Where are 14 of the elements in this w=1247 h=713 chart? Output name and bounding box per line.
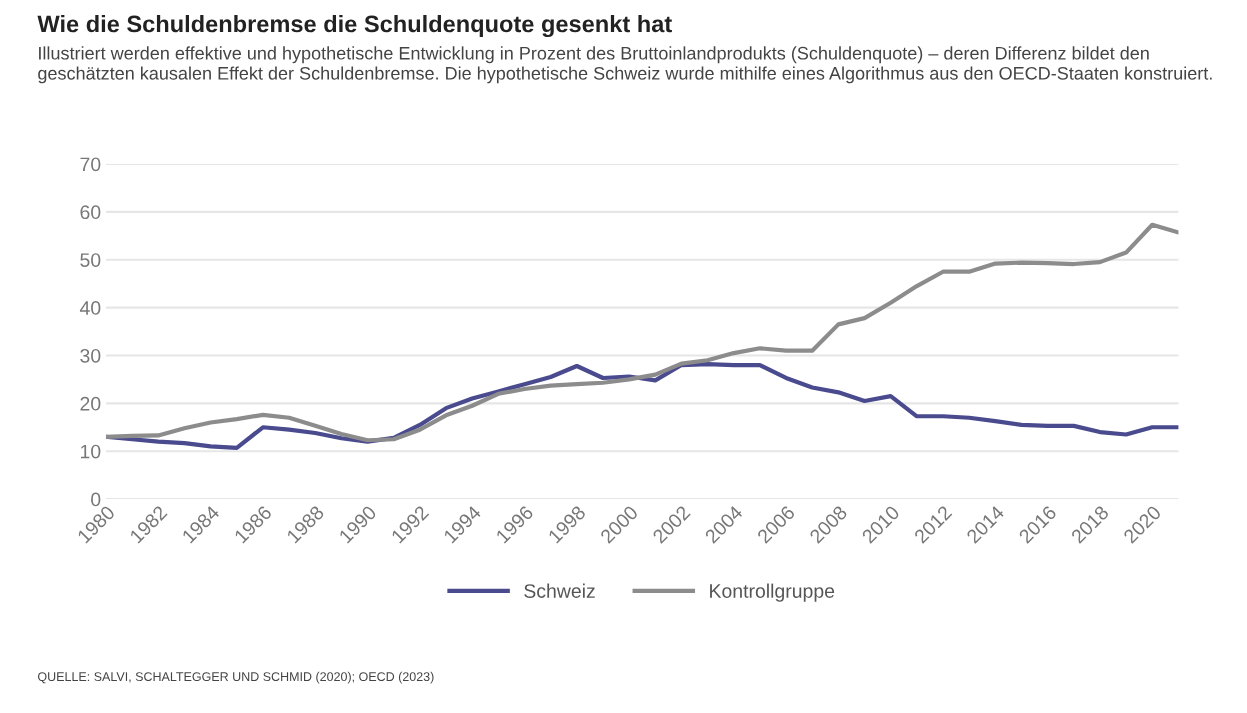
y-tick-label: 70 bbox=[80, 157, 101, 172]
y-tick-label: 40 bbox=[79, 301, 101, 315]
y-tick-label: 60 bbox=[80, 205, 101, 220]
y-tick-label: 20 bbox=[80, 396, 101, 411]
legend-label: Kontrollgruppe bbox=[710, 583, 835, 602]
y-tick-label: 50 bbox=[80, 253, 101, 267]
y-tick-label: 30 bbox=[80, 348, 101, 363]
source-note: QUELLE: SALVI, SCHALTEGGER UND SCHMID (2020); OECD (2023) bbox=[38, 671, 434, 684]
line-series bbox=[105, 222, 1179, 443]
chart-subtitle: Illustriert werden effektive und hypothetische Entwicklung in Prozent des Bruttoinlandprodukts (Schuldenquote) – deren Differenz bildet den geschätzten kausalen Effekt der Schuldenbremse. Die hypothetische Schweiz wurde mithilfe eines Algorithmus aus den OECD-Staaten konstruiert. bbox=[38, 46, 1212, 84]
y-tick-label: 10 bbox=[80, 444, 101, 459]
chart-title: Wie die Schuldenbremse die Schuldenquote gesenkt hat bbox=[37, 14, 672, 38]
y-tick-label: 0 bbox=[91, 492, 101, 507]
legend-label: Schweiz bbox=[524, 583, 595, 598]
